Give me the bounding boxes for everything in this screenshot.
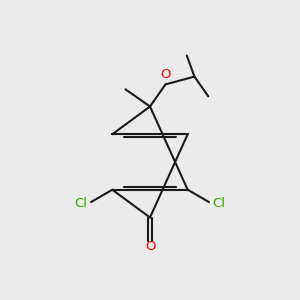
Text: O: O [145, 240, 155, 253]
Text: Cl: Cl [74, 197, 87, 210]
Text: Cl: Cl [213, 197, 226, 210]
Text: O: O [160, 68, 171, 81]
